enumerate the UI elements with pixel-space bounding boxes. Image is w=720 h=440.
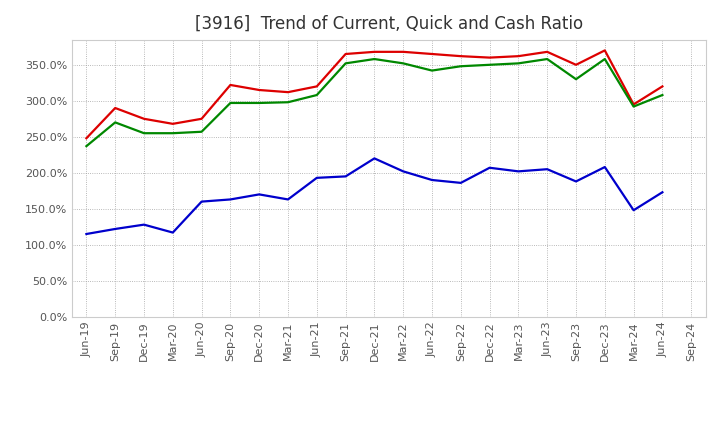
Current Ratio xyxy=(168,121,177,126)
Current Ratio xyxy=(341,51,350,57)
Quick Ratio xyxy=(197,129,206,134)
Current Ratio xyxy=(370,49,379,55)
Quick Ratio xyxy=(572,77,580,82)
Cash Ratio xyxy=(255,192,264,197)
Cash Ratio xyxy=(312,175,321,180)
Cash Ratio xyxy=(629,208,638,213)
Current Ratio xyxy=(629,102,638,107)
Current Ratio xyxy=(514,54,523,59)
Current Ratio xyxy=(111,105,120,110)
Current Ratio xyxy=(312,84,321,89)
Current Ratio xyxy=(600,48,609,53)
Cash Ratio xyxy=(543,167,552,172)
Line: Quick Ratio: Quick Ratio xyxy=(86,59,662,146)
Current Ratio xyxy=(284,89,292,95)
Cash Ratio xyxy=(197,199,206,204)
Title: [3916]  Trend of Current, Quick and Cash Ratio: [3916] Trend of Current, Quick and Cash … xyxy=(194,15,583,33)
Quick Ratio xyxy=(485,62,494,67)
Quick Ratio xyxy=(428,68,436,73)
Cash Ratio xyxy=(111,226,120,231)
Quick Ratio xyxy=(140,131,148,136)
Current Ratio xyxy=(456,54,465,59)
Cash Ratio xyxy=(428,177,436,183)
Current Ratio xyxy=(82,136,91,141)
Quick Ratio xyxy=(255,100,264,106)
Current Ratio xyxy=(399,49,408,55)
Cash Ratio xyxy=(658,190,667,195)
Cash Ratio xyxy=(370,156,379,161)
Quick Ratio xyxy=(312,92,321,98)
Line: Current Ratio: Current Ratio xyxy=(86,51,662,138)
Current Ratio xyxy=(658,84,667,89)
Cash Ratio xyxy=(226,197,235,202)
Quick Ratio xyxy=(168,131,177,136)
Cash Ratio xyxy=(168,230,177,235)
Quick Ratio xyxy=(226,100,235,106)
Cash Ratio xyxy=(140,222,148,227)
Current Ratio xyxy=(543,49,552,55)
Quick Ratio xyxy=(111,120,120,125)
Quick Ratio xyxy=(284,99,292,105)
Cash Ratio xyxy=(456,180,465,186)
Current Ratio xyxy=(197,116,206,121)
Cash Ratio xyxy=(600,165,609,170)
Line: Cash Ratio: Cash Ratio xyxy=(86,158,662,234)
Cash Ratio xyxy=(485,165,494,170)
Current Ratio xyxy=(485,55,494,60)
Cash Ratio xyxy=(572,179,580,184)
Current Ratio xyxy=(140,116,148,121)
Cash Ratio xyxy=(341,174,350,179)
Quick Ratio xyxy=(370,56,379,62)
Quick Ratio xyxy=(514,61,523,66)
Quick Ratio xyxy=(399,61,408,66)
Quick Ratio xyxy=(456,64,465,69)
Quick Ratio xyxy=(629,104,638,109)
Quick Ratio xyxy=(82,143,91,149)
Current Ratio xyxy=(255,88,264,93)
Quick Ratio xyxy=(543,56,552,62)
Current Ratio xyxy=(226,82,235,88)
Cash Ratio xyxy=(284,197,292,202)
Cash Ratio xyxy=(82,231,91,237)
Cash Ratio xyxy=(514,169,523,174)
Quick Ratio xyxy=(341,61,350,66)
Quick Ratio xyxy=(600,56,609,62)
Current Ratio xyxy=(428,51,436,57)
Quick Ratio xyxy=(658,92,667,98)
Current Ratio xyxy=(572,62,580,67)
Cash Ratio xyxy=(399,169,408,174)
